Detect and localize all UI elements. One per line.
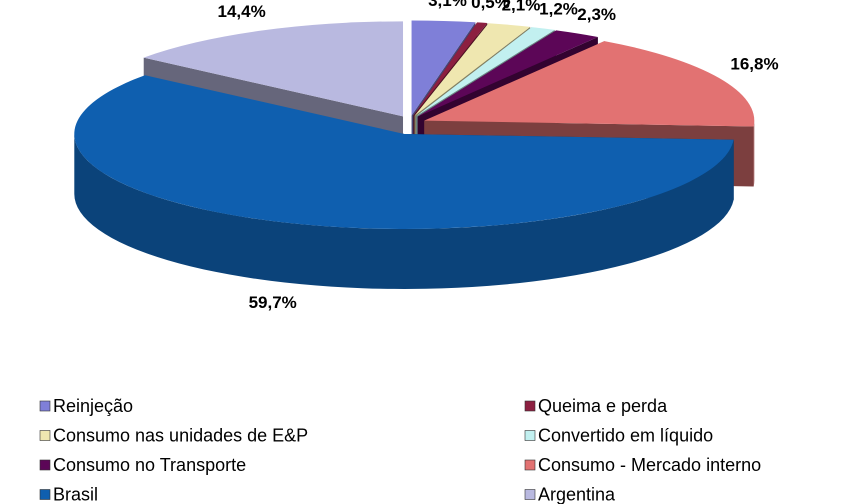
legend-label: Reinjeção: [53, 396, 133, 416]
legend-swatch: [524, 489, 536, 500]
legend-swatch: [39, 400, 51, 412]
legend-swatch: [39, 459, 51, 471]
slice: [424, 41, 755, 127]
pie-tops: [74, 20, 755, 229]
data-label: 2,3%: [577, 5, 616, 24]
legend-label: Argentina: [538, 484, 616, 504]
legend-swatch: [524, 400, 536, 412]
data-label: 16,8%: [730, 54, 778, 73]
legend-label: Consumo - Mercado interno: [538, 455, 761, 475]
data-label: 3,1%: [428, 0, 467, 10]
legend-label: Consumo nas unidades de E&P: [53, 425, 308, 445]
legend-label: Consumo no Transporte: [53, 455, 246, 475]
legend-swatch: [39, 489, 51, 500]
data-label: 1,2%: [539, 0, 578, 18]
data-label: 2,1%: [502, 0, 541, 14]
data-label: 59,7%: [249, 293, 297, 312]
slice-side: [74, 133, 734, 289]
legend-label: Brasil: [53, 484, 98, 504]
data-label: 14,4%: [218, 2, 266, 21]
legend-label: Convertido em líquido: [538, 425, 713, 445]
slice: [411, 20, 476, 116]
slice: [143, 21, 404, 117]
legend-swatch: [524, 430, 536, 441]
slice: [416, 27, 555, 117]
legend-label: Queima e perda: [538, 396, 668, 416]
slice: [417, 30, 598, 117]
slice: [414, 23, 531, 116]
slice: [74, 75, 734, 229]
slice-side: [753, 120, 755, 187]
legend-swatch: [39, 430, 51, 441]
data-label: 0,5%: [471, 0, 510, 12]
slice: [413, 22, 488, 116]
legend-swatch: [524, 459, 536, 471]
